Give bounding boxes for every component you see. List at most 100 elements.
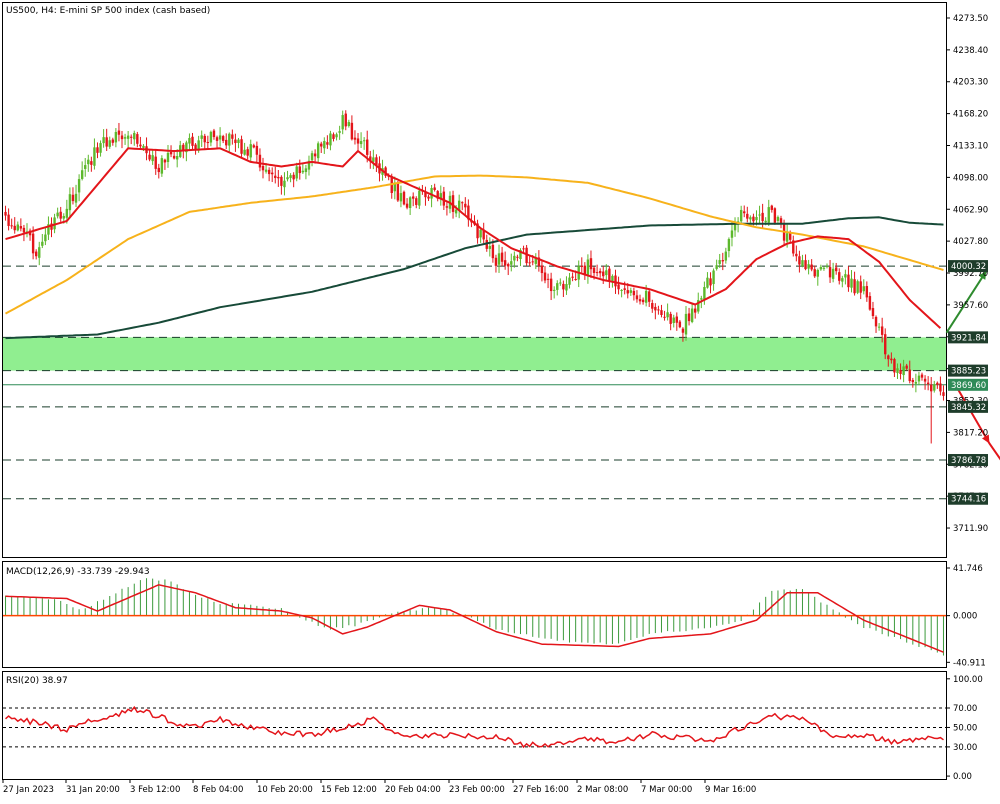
- candle-body: [868, 296, 872, 310]
- candle-body: [510, 261, 513, 265]
- candle-body: [424, 191, 427, 198]
- candle-body: [326, 142, 329, 145]
- candle-body: [172, 155, 176, 159]
- candle-body: [880, 326, 884, 335]
- candle-body: [838, 272, 841, 281]
- candle-body: [130, 136, 133, 138]
- candle-body: [350, 122, 354, 140]
- candle-body: [99, 143, 102, 153]
- candle-body: [537, 257, 541, 266]
- candle-body: [614, 275, 617, 287]
- ma-slow-line: [5, 216, 944, 340]
- candle-body: [522, 248, 525, 250]
- price-tick-label: 4098.00: [953, 173, 988, 183]
- candle-body: [405, 203, 409, 208]
- candle-body: [936, 382, 939, 385]
- candle-body: [822, 267, 826, 269]
- candle-body: [660, 310, 663, 316]
- candle-body: [602, 271, 605, 277]
- candle-body: [221, 136, 225, 141]
- candle-body: [933, 384, 936, 391]
- candle-body: [175, 156, 179, 160]
- time-tick-label: 15 Feb 12:00: [321, 785, 377, 795]
- candle-body: [743, 211, 746, 214]
- candle-body: [890, 358, 893, 361]
- candle-body: [727, 239, 731, 252]
- macd-tick-label: 41.746: [953, 564, 983, 574]
- candle-body: [877, 326, 881, 328]
- candle-body: [436, 191, 439, 199]
- candle-body: [556, 283, 559, 290]
- candle-body: [644, 290, 648, 303]
- candle-body: [19, 226, 23, 229]
- candle-body: [280, 176, 283, 186]
- candle-body: [442, 191, 446, 206]
- candle-body: [84, 165, 87, 169]
- candle-body: [534, 258, 538, 264]
- candle-body: [301, 170, 305, 173]
- candle-body: [749, 217, 752, 220]
- candle-body: [102, 137, 105, 144]
- rsi-tick-label: 50.00: [953, 723, 977, 733]
- candle-body: [899, 370, 902, 374]
- candle-body: [758, 214, 761, 216]
- candle-body: [690, 308, 694, 322]
- candle-body: [53, 217, 56, 230]
- candle-body: [525, 247, 528, 264]
- candle-body: [626, 290, 629, 294]
- candle-body: [908, 369, 911, 382]
- candle-body: [629, 290, 633, 293]
- candle-body: [801, 260, 804, 266]
- candle-body: [773, 208, 777, 223]
- time-tick-label: 7 Mar 00:00: [641, 785, 692, 795]
- candle-body: [586, 259, 590, 275]
- candle-body: [795, 253, 798, 257]
- candle-body: [451, 195, 455, 212]
- candle-body: [191, 136, 194, 146]
- arrow-up-head: [978, 270, 987, 280]
- candle-body: [353, 137, 357, 140]
- candle-body: [87, 159, 90, 165]
- candle-body: [574, 279, 577, 281]
- candle-body: [402, 191, 406, 205]
- price-tick-label: 4168.20: [953, 110, 988, 120]
- macd-indicator: [3, 578, 946, 656]
- time-tick-label: 23 Feb 00:00: [449, 785, 505, 795]
- candle-body: [258, 154, 262, 168]
- macd-signal-line: [5, 584, 944, 653]
- candle-body: [396, 182, 400, 201]
- candle-body: [528, 262, 531, 264]
- candle-body: [163, 159, 167, 163]
- candle-body: [693, 308, 697, 313]
- candle-body: [286, 177, 289, 180]
- candle-body: [7, 214, 10, 226]
- candle-body: [706, 277, 709, 288]
- rsi-title: RSI(20) 38.97: [6, 676, 68, 686]
- candle-body: [654, 306, 657, 311]
- chart-title: US500, H4: E-mini SP 500 index (cash bas…: [6, 6, 210, 16]
- candle-body: [684, 313, 688, 335]
- time-tick-label: 10 Feb 20:00: [257, 785, 313, 795]
- candle-body: [513, 255, 516, 261]
- candle-body: [243, 149, 246, 155]
- candle-body: [825, 266, 829, 268]
- level-label-bg: [948, 331, 988, 344]
- candle-body: [464, 203, 467, 208]
- candle-body: [568, 277, 571, 285]
- candle-body: [108, 140, 111, 147]
- candle-body: [289, 175, 292, 178]
- candle-body: [844, 274, 847, 278]
- candle-body: [38, 247, 41, 258]
- candle-body: [598, 271, 602, 274]
- candle-body: [467, 205, 470, 220]
- candle-body: [865, 286, 869, 298]
- candle-body: [267, 169, 271, 175]
- candle-body: [531, 261, 534, 263]
- candle-body: [887, 355, 890, 360]
- macd-panel-frame: [2, 561, 947, 668]
- candle-body: [856, 281, 859, 293]
- candle-body: [105, 137, 108, 147]
- candle-body: [678, 321, 682, 328]
- candle-body: [761, 212, 764, 222]
